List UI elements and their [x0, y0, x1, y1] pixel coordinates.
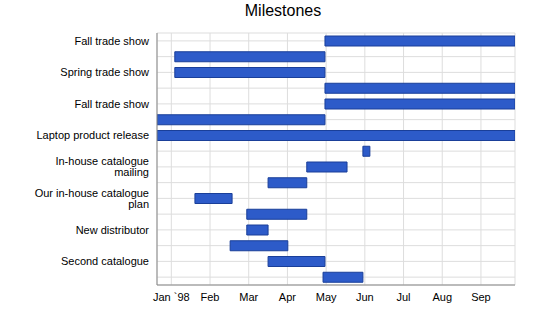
svg-text:Jan `98: Jan `98 [153, 291, 190, 303]
svg-text:Apr: Apr [279, 291, 296, 303]
svg-text:Jun: Jun [356, 291, 374, 303]
svg-text:Spring trade show: Spring trade show [60, 66, 149, 78]
svg-text:Jul: Jul [397, 291, 411, 303]
svg-text:Mar: Mar [239, 291, 258, 303]
svg-text:Fall trade show: Fall trade show [74, 35, 149, 47]
svg-text:Our in-house catalogueplan: Our in-house catalogueplan [35, 187, 149, 210]
svg-text:Aug: Aug [432, 291, 452, 303]
svg-text:Feb: Feb [201, 291, 220, 303]
svg-text:May: May [316, 291, 337, 303]
svg-text:New distributor: New distributor [76, 224, 150, 236]
svg-text:Sep: Sep [471, 291, 491, 303]
svg-text:Fall trade show: Fall trade show [74, 98, 149, 110]
svg-text:Laptop product release: Laptop product release [36, 129, 149, 141]
svg-text:In-house cataloguemailing: In-house cataloguemailing [55, 155, 149, 178]
svg-text:Second catalogue: Second catalogue [61, 255, 149, 267]
html-text:Milestones: Milestones [244, 2, 322, 19]
